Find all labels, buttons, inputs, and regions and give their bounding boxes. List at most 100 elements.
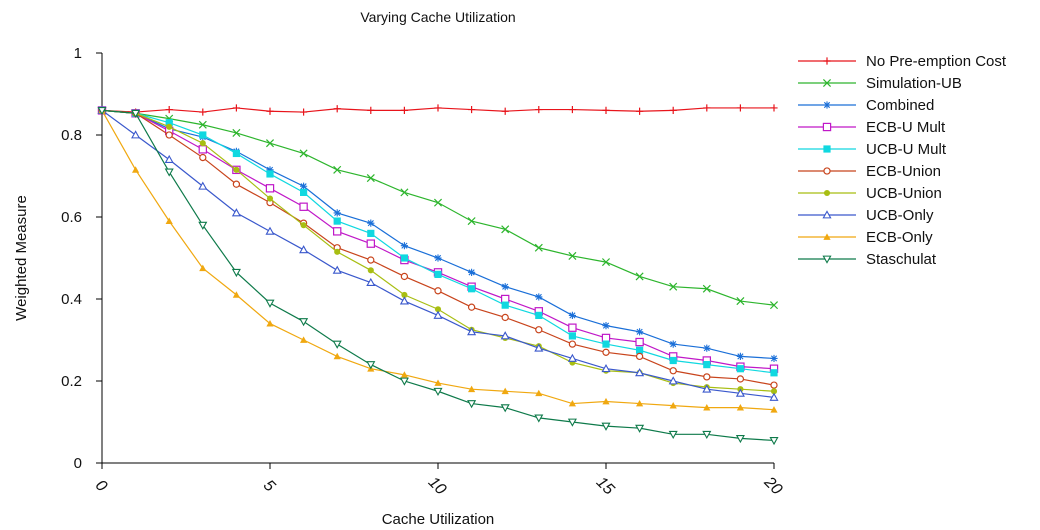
data-point	[568, 340, 577, 348]
data-point	[501, 107, 509, 115]
data-point	[434, 379, 442, 386]
legend-entry: Combined	[798, 97, 934, 114]
data-point	[769, 392, 779, 401]
data-point	[468, 285, 476, 293]
legend-label: UCB-Only	[866, 207, 934, 224]
data-point	[770, 406, 778, 413]
legend-label: ECB-Union	[866, 163, 941, 180]
data-point	[400, 106, 408, 114]
data-point	[601, 258, 611, 267]
data-point	[367, 229, 375, 237]
y-tick-label: 0	[74, 455, 82, 472]
data-point	[400, 188, 409, 197]
data-point	[300, 222, 307, 229]
data-point	[822, 122, 832, 132]
data-point	[534, 414, 544, 423]
data-point	[468, 385, 476, 393]
legend-entry: UCB-Only	[798, 207, 934, 224]
data-point	[400, 272, 409, 281]
data-point	[602, 397, 610, 405]
data-point	[231, 208, 241, 217]
data-point	[823, 233, 831, 240]
data-point	[703, 104, 711, 112]
legend-label: Staschulat	[866, 251, 937, 268]
x-tick-label: 15	[593, 474, 618, 499]
data-point	[166, 123, 173, 130]
data-point	[299, 318, 309, 327]
legend-entry: ECB-Only	[798, 229, 933, 246]
data-point	[231, 268, 241, 278]
data-point	[266, 166, 274, 174]
data-point	[400, 242, 408, 250]
data-point	[669, 367, 677, 375]
x-tick-label: 10	[425, 474, 450, 499]
legend-label: Combined	[866, 97, 934, 114]
data-point	[332, 265, 342, 274]
data-point	[702, 430, 712, 440]
data-point	[822, 210, 832, 219]
data-point	[735, 434, 745, 444]
data-point	[265, 139, 275, 148]
data-point	[199, 131, 207, 139]
data-point	[769, 301, 779, 310]
data-point	[199, 264, 207, 272]
legend-label: Simulation-UB	[866, 75, 962, 92]
data-point	[736, 365, 744, 373]
chart-title: Varying Cache Utilization	[360, 9, 515, 25]
data-point	[568, 311, 576, 319]
data-point	[468, 105, 476, 114]
data-point	[568, 399, 576, 407]
data-point	[332, 340, 342, 349]
data-point	[366, 277, 376, 287]
data-point	[636, 399, 644, 407]
data-point	[400, 254, 408, 262]
data-point	[823, 189, 831, 197]
data-point	[300, 188, 308, 196]
data-point	[467, 303, 476, 311]
series-combined	[98, 106, 778, 363]
x-tick-label: 5	[260, 477, 278, 495]
data-point	[300, 108, 308, 116]
data-point	[367, 267, 374, 274]
data-point	[669, 356, 677, 365]
data-point	[736, 375, 745, 383]
y-axis-label: Weighted Measure	[13, 195, 30, 321]
data-point	[434, 270, 442, 278]
data-point	[500, 331, 510, 340]
data-point	[198, 221, 208, 230]
data-point	[823, 101, 831, 109]
data-point	[401, 291, 408, 298]
data-point	[568, 332, 576, 340]
data-point	[299, 202, 308, 211]
data-point	[822, 78, 832, 88]
data-point	[668, 430, 678, 440]
data-point	[198, 181, 208, 190]
data-point	[735, 388, 745, 397]
data-point	[535, 311, 543, 319]
data-point	[164, 168, 174, 177]
data-point	[132, 166, 140, 173]
legend-entry: Simulation-UB	[798, 75, 962, 92]
data-point	[366, 361, 376, 370]
data-point	[198, 145, 207, 154]
legend-label: ECB-U Mult	[866, 119, 946, 136]
data-point	[602, 322, 610, 330]
data-point	[703, 361, 711, 369]
data-point	[501, 294, 510, 304]
data-point	[333, 209, 341, 217]
data-point	[467, 217, 476, 226]
data-point	[736, 352, 744, 360]
data-point	[601, 363, 611, 373]
data-point	[265, 299, 275, 308]
y-tick-label: 0.4	[61, 291, 82, 308]
series-ecb-only	[98, 106, 778, 413]
data-point	[199, 153, 207, 162]
data-point	[535, 389, 543, 397]
data-point	[131, 130, 141, 139]
data-point	[770, 388, 778, 395]
data-point	[333, 165, 342, 174]
data-point	[568, 323, 577, 332]
data-point	[199, 108, 207, 116]
data-point	[299, 149, 308, 158]
